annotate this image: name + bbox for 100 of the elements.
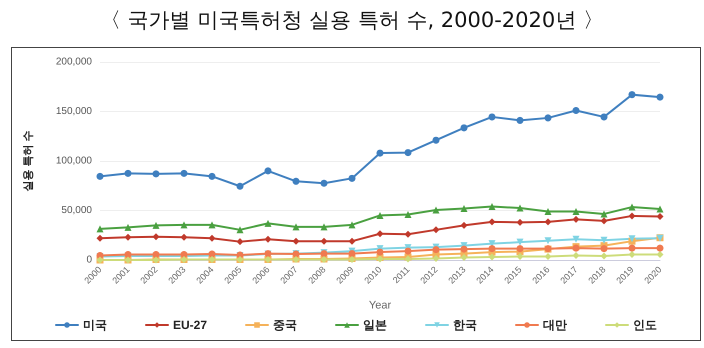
point	[348, 238, 356, 245]
legend-label: EU-27	[172, 318, 208, 332]
point	[208, 221, 216, 228]
point	[432, 255, 440, 262]
point	[320, 180, 328, 187]
point	[96, 234, 104, 242]
point	[180, 234, 188, 241]
point	[404, 149, 412, 156]
point	[404, 210, 412, 218]
point	[376, 212, 384, 219]
point	[236, 182, 244, 190]
point	[600, 245, 608, 252]
point	[600, 236, 608, 244]
point	[124, 170, 132, 177]
point	[628, 251, 636, 258]
point	[460, 124, 468, 132]
point	[376, 248, 384, 256]
point	[208, 234, 216, 242]
y-tick-label: 100,000	[56, 156, 92, 166]
legend-label: 한국	[453, 318, 478, 332]
point	[516, 116, 524, 124]
point	[460, 254, 468, 262]
point	[572, 107, 580, 114]
point	[348, 221, 356, 228]
point	[656, 94, 664, 101]
point	[180, 170, 188, 177]
legend-label: 대만	[543, 318, 568, 332]
point	[376, 150, 384, 157]
point	[292, 178, 300, 185]
point	[236, 226, 244, 234]
point	[432, 206, 440, 214]
point	[656, 251, 664, 258]
point	[572, 236, 580, 243]
point	[264, 236, 272, 243]
chart-title: 〈 국가별 미국특허청 실용 특허 수, 2000-2020년 〉	[99, 7, 605, 34]
point	[152, 233, 160, 240]
point	[544, 208, 552, 215]
point	[488, 254, 496, 261]
y-tick-label: 0	[86, 254, 92, 266]
y-axis-title: 실용 특허 수	[22, 130, 34, 192]
point	[628, 204, 636, 211]
point	[292, 223, 300, 230]
point	[572, 216, 580, 223]
point	[404, 230, 412, 238]
point	[600, 217, 608, 224]
point	[264, 220, 272, 227]
point	[460, 205, 468, 212]
point	[656, 206, 664, 213]
point	[264, 167, 272, 174]
point	[292, 238, 300, 245]
point	[180, 221, 188, 228]
point	[488, 218, 496, 226]
y-tick-label: 150,000	[56, 106, 92, 117]
point	[628, 244, 636, 252]
point	[628, 91, 636, 98]
point	[208, 172, 216, 180]
point	[432, 226, 440, 234]
point	[348, 250, 356, 258]
point	[236, 238, 244, 246]
point	[516, 204, 524, 212]
point	[152, 222, 160, 229]
point	[152, 170, 160, 178]
point	[320, 223, 328, 230]
point	[124, 224, 132, 231]
point	[628, 235, 636, 242]
point	[432, 246, 440, 254]
point	[600, 252, 608, 260]
point	[124, 234, 132, 241]
point	[460, 246, 468, 253]
point	[404, 248, 412, 255]
point	[348, 174, 356, 182]
x-axis-title: Year	[368, 300, 392, 312]
point	[96, 225, 104, 232]
point	[656, 212, 664, 220]
point	[96, 172, 104, 180]
point	[572, 252, 580, 260]
point	[432, 136, 440, 144]
point	[656, 244, 664, 252]
legend-label: 미국	[82, 318, 107, 332]
point	[376, 230, 384, 238]
point	[460, 222, 468, 229]
point	[516, 218, 524, 226]
point	[600, 210, 608, 218]
point	[572, 208, 580, 215]
point	[516, 238, 524, 246]
point	[628, 212, 636, 220]
point	[544, 237, 552, 244]
legend-label: 인도	[633, 318, 658, 332]
point	[544, 218, 552, 226]
legend-label: 일본	[363, 318, 388, 332]
point	[320, 238, 328, 245]
point	[516, 253, 524, 260]
point	[488, 245, 496, 252]
point	[600, 113, 608, 120]
point	[516, 245, 524, 252]
point	[544, 114, 552, 122]
point	[544, 253, 552, 260]
y-tick-label: 50,000	[61, 205, 92, 216]
point	[488, 113, 496, 120]
point	[488, 203, 496, 210]
